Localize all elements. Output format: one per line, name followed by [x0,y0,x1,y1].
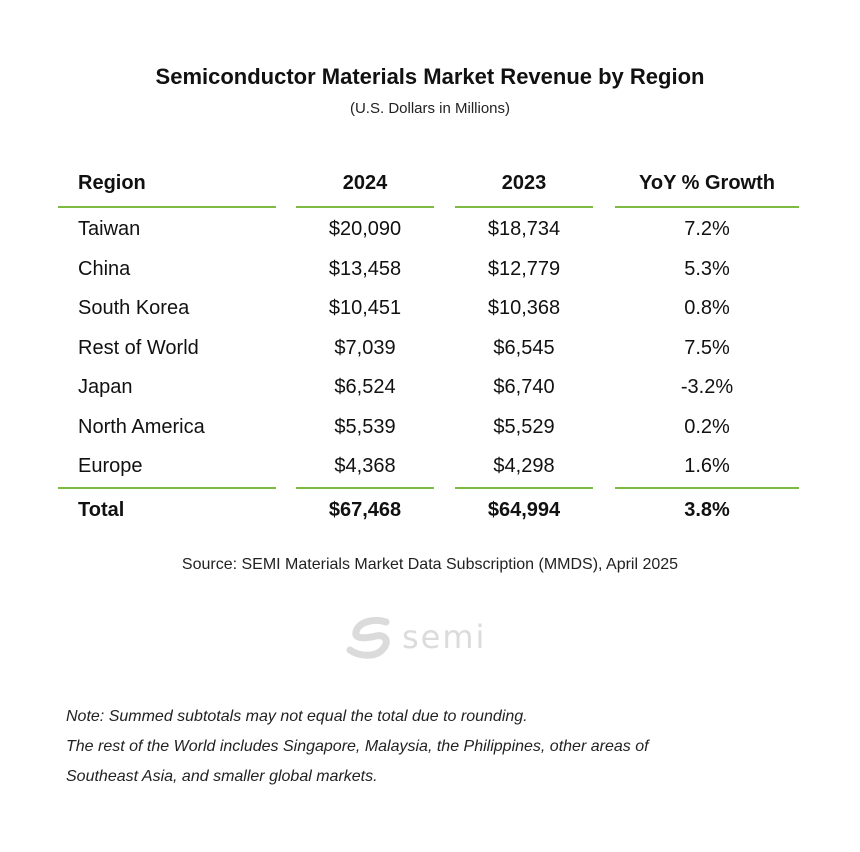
table-row: China $13,458 $12,779 5.3% [58,250,802,290]
value-2023-cell: $12,779 [487,257,561,280]
semi-logo-text: semi [402,618,487,656]
yoy-cell: 0.8% [684,297,730,320]
total-2024-cell: $67,468 [328,499,402,521]
region-cell: China [78,257,131,280]
semi-logo: semi [346,614,506,660]
value-2024-cell: $7,039 [334,336,396,359]
yoy-cell: 7.2% [684,218,730,241]
value-2023-cell: $18,734 [487,218,561,241]
value-2023-cell: $10,368 [487,297,561,320]
value-2024-cell: $6,524 [334,376,396,399]
table-row: Europe $4,368 $4,298 1.6% [58,447,802,487]
value-2023-cell: $6,545 [493,336,555,359]
value-2024-cell: $20,090 [328,218,402,241]
yoy-cell: 7.5% [684,336,730,359]
value-2024-cell: $4,368 [334,455,396,478]
table-total-row: Total $67,468 $64,994 3.8% [58,489,802,533]
region-cell: South Korea [78,297,190,320]
value-2023-cell: $5,529 [493,415,555,438]
yoy-cell: 0.2% [684,415,730,438]
region-cell: North America [78,415,205,438]
table-row: Rest of World $7,039 $6,545 7.5% [58,329,802,369]
table-row: Japan $6,524 $6,740 -3.2% [58,368,802,408]
value-2023-cell: $4,298 [493,455,555,478]
yoy-cell: 1.6% [684,455,730,478]
yoy-cell: 5.3% [684,257,730,280]
total-divider [58,486,802,489]
region-cell: Rest of World [78,336,199,359]
footnote-line: Southeast Asia, and smaller global marke… [66,768,378,785]
page-title: Semiconductor Materials Market Revenue b… [155,64,705,89]
column-header-yoy: YoY % Growth [639,171,775,194]
table-row: Taiwan $20,090 $18,734 7.2% [58,210,802,250]
footnote-line: The rest of the World includes Singapore… [66,738,649,755]
table-row: South Korea $10,451 $10,368 0.8% [58,289,802,329]
header-divider [58,206,802,208]
source-note: Source: SEMI Materials Market Data Subsc… [181,556,679,573]
footnotes: Note: Summed subtotals may not equal the… [66,702,806,792]
footnote-line: Note: Summed subtotals may not equal the… [66,708,528,725]
value-2023-cell: $6,740 [493,376,555,399]
column-header-region: Region [78,171,146,194]
yoy-cell: -3.2% [680,376,734,399]
total-label: Total [78,499,125,521]
semi-logo-icon [346,616,390,659]
page-subtitle: (U.S. Dollars in Millions) [349,100,511,117]
region-cell: Europe [78,455,143,478]
value-2024-cell: $13,458 [328,257,402,280]
column-header-2024: 2024 [342,171,388,194]
region-cell: Taiwan [78,218,141,241]
total-2023-cell: $64,994 [487,499,561,521]
revenue-table: Region 2024 2023 YoY % Growth Taiwan $20… [58,160,802,533]
column-header-2023: 2023 [501,171,547,194]
value-2024-cell: $10,451 [328,297,402,320]
table-body: Taiwan $20,090 $18,734 7.2% China $13,45… [58,208,802,487]
region-cell: Japan [78,376,133,399]
table-header-row: Region 2024 2023 YoY % Growth [58,160,802,206]
table-row: North America $5,539 $5,529 0.2% [58,408,802,448]
total-yoy-cell: 3.8% [684,499,730,521]
value-2024-cell: $5,539 [334,415,396,438]
